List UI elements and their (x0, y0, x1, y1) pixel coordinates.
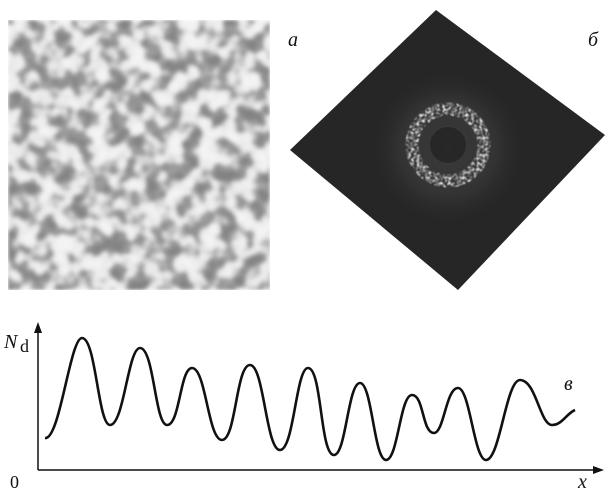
spectrum-image (290, 10, 605, 290)
panel-label: а (288, 29, 298, 51)
y-axis-subscript: d (20, 336, 29, 356)
origin-label: 0 (10, 472, 19, 492)
x-axis-label: x (577, 471, 587, 492)
panel-label: б (588, 29, 599, 51)
panel-label: в (564, 373, 573, 395)
y-axis-label: N (3, 331, 19, 353)
figure: а б в N d 0 x (0, 0, 608, 492)
profile-curve (45, 338, 575, 460)
pattern-image (8, 20, 270, 290)
